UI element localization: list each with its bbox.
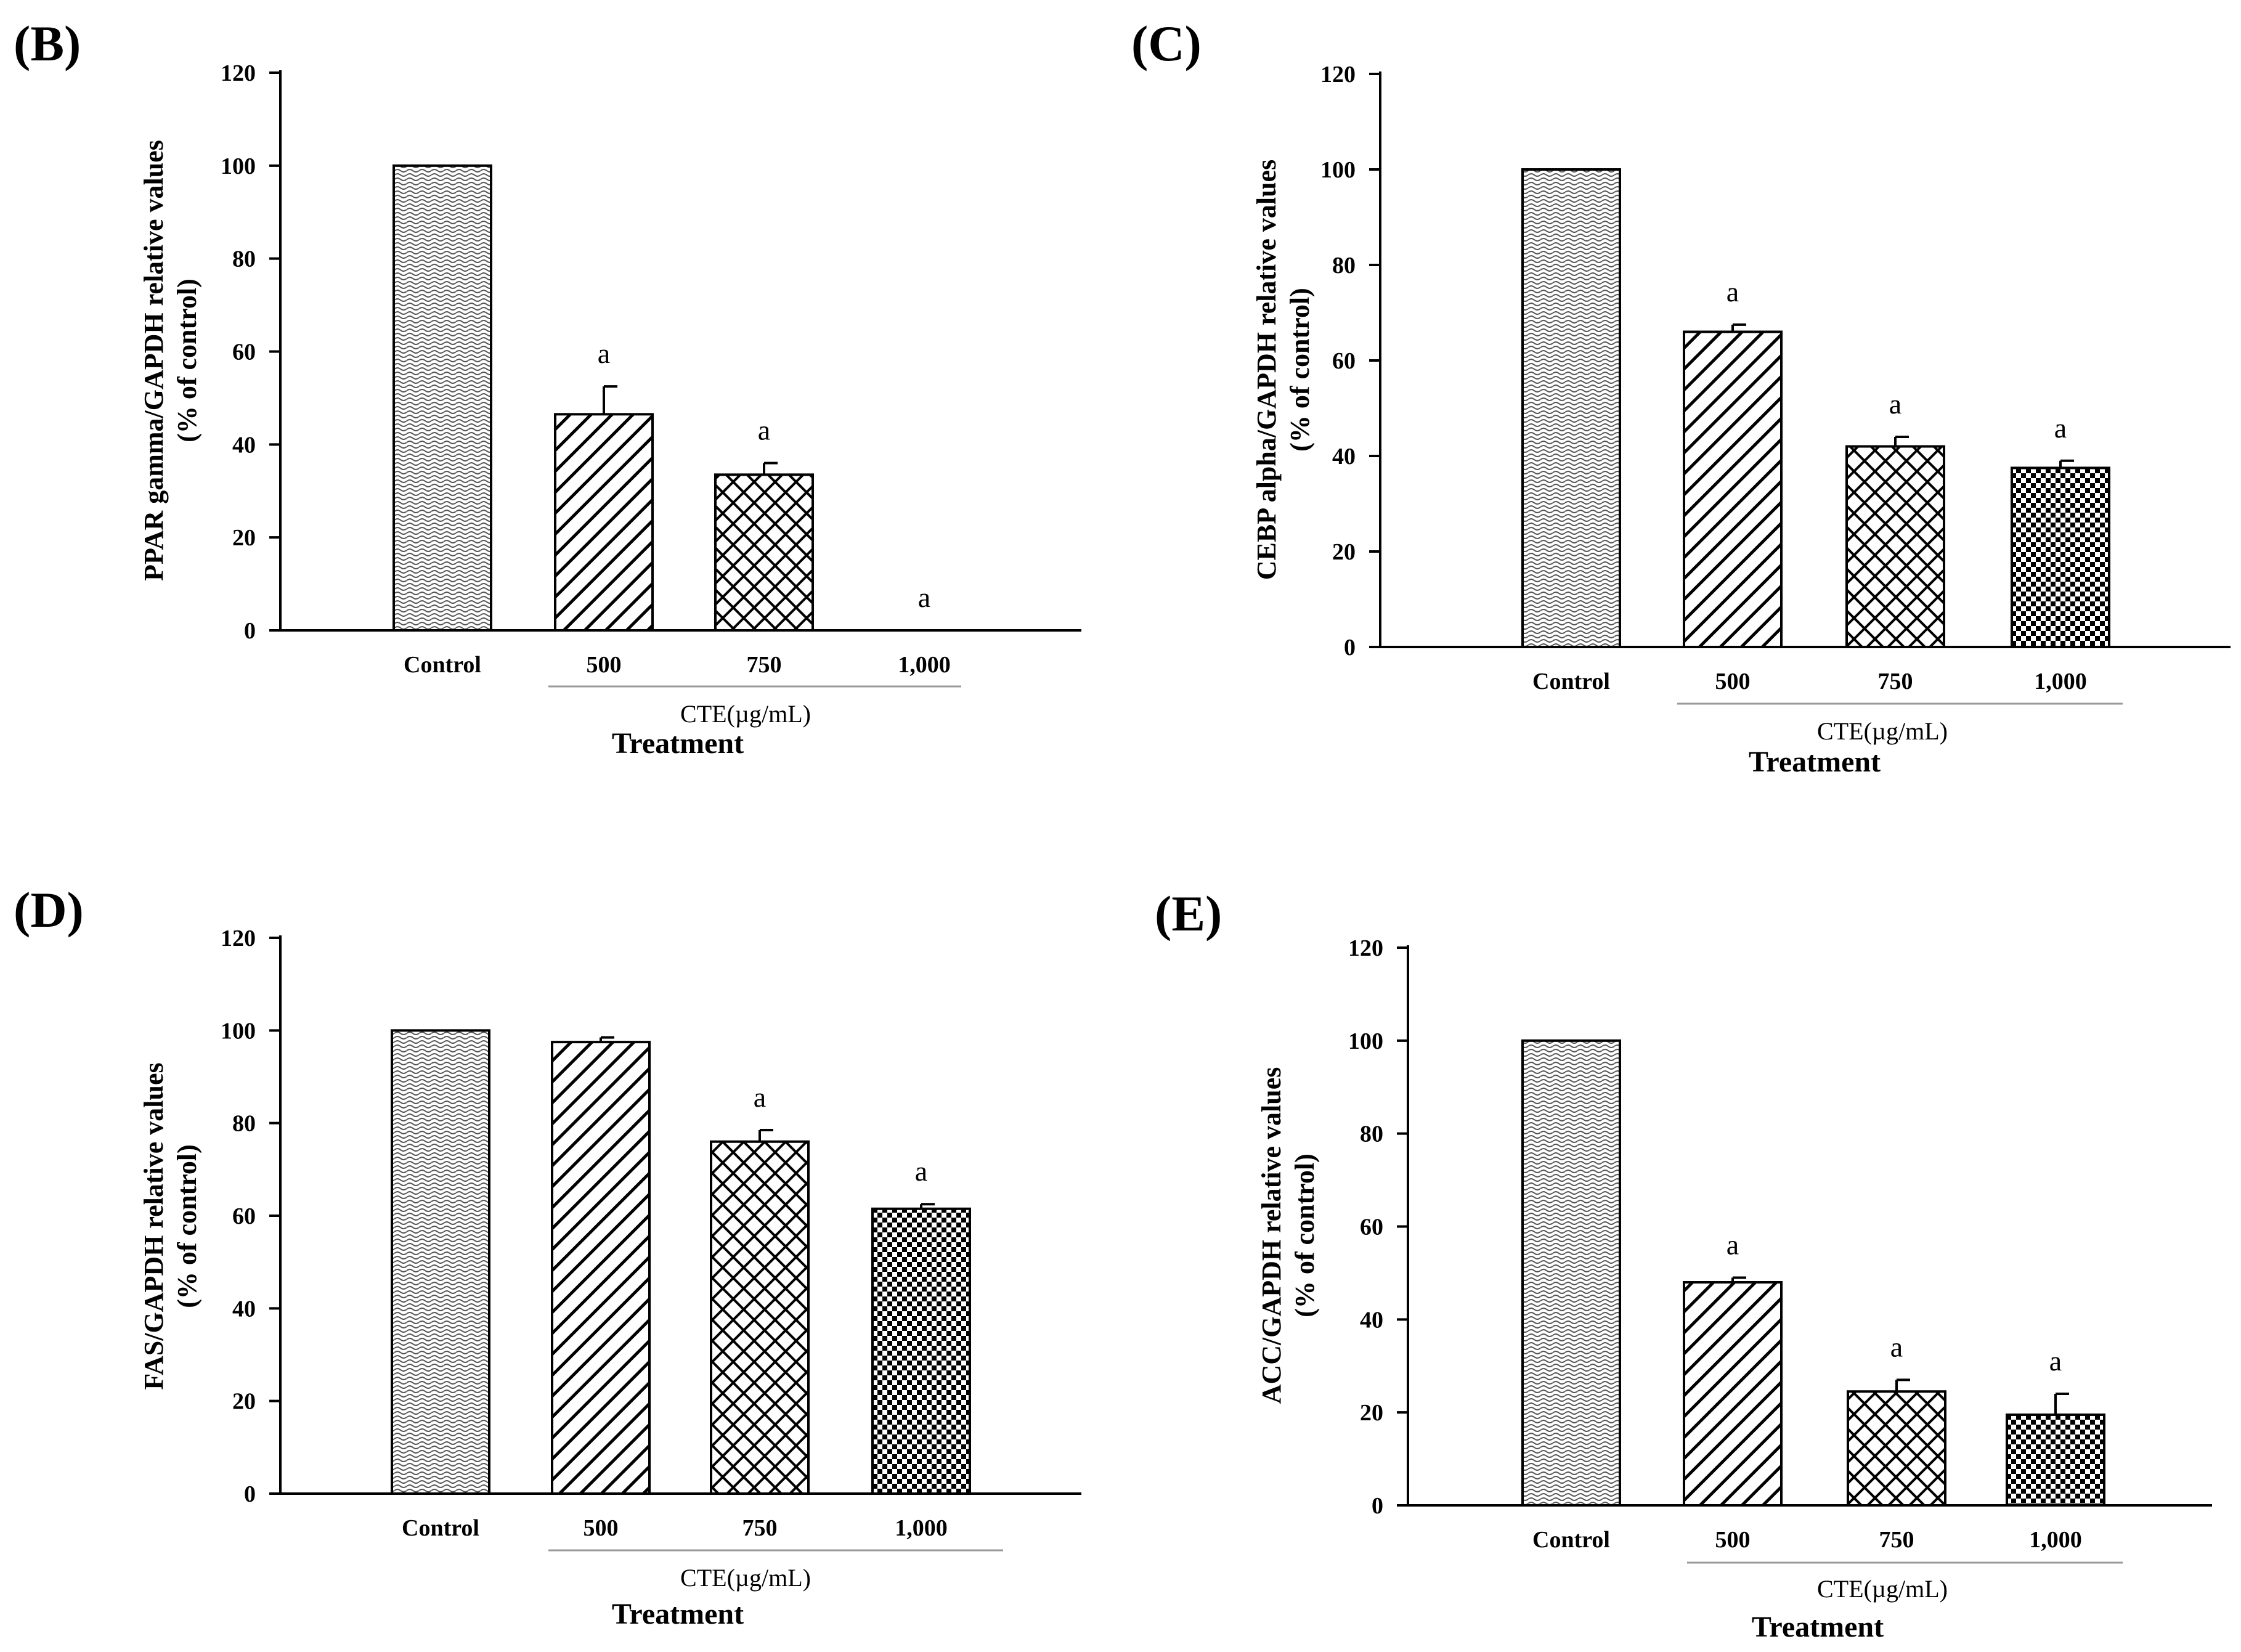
y-axis-title-line2: (% of control): [172, 1144, 202, 1308]
y-tick-label: 20: [1332, 539, 1356, 565]
x-tick-label: 500: [584, 1515, 619, 1541]
bar: [710, 1140, 810, 1495]
significance-label: a: [918, 582, 930, 613]
x-tick-label: 500: [587, 652, 622, 678]
x-axis-title: Treatment: [612, 727, 744, 760]
panel-label: (D): [14, 882, 84, 938]
significance-label: a: [2054, 412, 2067, 444]
panel-label: (B): [14, 15, 81, 71]
bar: [1521, 1039, 1621, 1507]
y-tick-label: 120: [221, 60, 256, 86]
significance-label: a: [1727, 276, 1739, 307]
y-tick-label: 0: [244, 1481, 256, 1507]
x-tick-label: 1,000: [895, 1515, 948, 1541]
y-axis-title-line1: PPAR gamma/GAPDH relative values: [139, 140, 169, 581]
bar: [392, 164, 492, 632]
y-tick-label: 60: [232, 340, 256, 365]
bar: [714, 473, 814, 632]
panel-label: (E): [1155, 885, 1222, 942]
significance-label: a: [754, 1081, 766, 1113]
y-tick-label: 40: [232, 432, 256, 458]
x-tick-label: 750: [1878, 669, 1913, 694]
bar: [2006, 1413, 2105, 1507]
x-axis-title: Treatment: [612, 1598, 744, 1630]
y-tick-label: 100: [221, 153, 256, 179]
y-tick-label: 0: [1372, 1493, 1383, 1519]
bar: [391, 1029, 490, 1495]
bar: [551, 1041, 651, 1495]
y-tick-label: 80: [1332, 253, 1356, 279]
significance-label: a: [758, 415, 770, 446]
x-tick-label: 750: [1879, 1527, 1914, 1553]
x-axis-title: Treatment: [1749, 746, 1881, 778]
bar: [1521, 168, 1621, 648]
bar: [1683, 330, 1783, 648]
bar: [871, 1207, 971, 1495]
significance-label: a: [1889, 388, 1901, 420]
x-tick-label: Control: [1532, 1527, 1610, 1553]
group-label: CTE(µg/mL): [1817, 1575, 1948, 1603]
x-tick-label: Control: [1532, 669, 1610, 694]
significance-label: a: [915, 1155, 927, 1187]
y-tick-label: 100: [1348, 1028, 1383, 1054]
group-label: CTE(µg/mL): [1817, 717, 1948, 745]
y-tick-label: 80: [232, 1111, 256, 1137]
y-tick-label: 80: [1360, 1121, 1383, 1147]
panel-label: (C): [1131, 15, 1202, 71]
y-tick-label: 120: [1320, 62, 1356, 87]
y-tick-label: 60: [1332, 348, 1356, 374]
y-axis-title-line1: ACC/GAPDH relative values: [1256, 1067, 1287, 1404]
significance-label: a: [2049, 1345, 2062, 1377]
y-tick-label: 0: [1344, 635, 1356, 661]
x-tick-label: Control: [404, 652, 481, 678]
y-tick-label: 100: [1320, 157, 1356, 183]
panel-c: (C) CEBP alpha/GAPDH relative values (% …: [1131, 15, 2231, 778]
y-tick-label: 60: [232, 1203, 256, 1229]
y-tick-label: 100: [221, 1018, 256, 1044]
y-tick-label: 120: [1348, 935, 1383, 961]
x-tick-label: 1,000: [2029, 1527, 2082, 1553]
bar: [1847, 1390, 1946, 1507]
y-axis-title-line2: (% of control): [172, 279, 202, 442]
x-tick-label: 500: [1715, 669, 1751, 694]
significance-label: a: [598, 338, 610, 369]
y-axis-title-line2: (% of control): [1290, 1154, 1320, 1317]
y-tick-label: 20: [232, 525, 256, 551]
y-tick-label: 80: [232, 246, 256, 272]
bar: [1683, 1281, 1783, 1507]
significance-label: a: [1727, 1229, 1739, 1260]
y-tick-label: 60: [1360, 1215, 1383, 1240]
y-tick-label: 40: [232, 1296, 256, 1322]
y-axis-title-line2: (% of control): [1285, 288, 1315, 452]
x-tick-label: 500: [1715, 1527, 1751, 1553]
x-tick-label: Control: [402, 1515, 479, 1541]
y-tick-label: 120: [221, 926, 256, 951]
panel-e: (E) ACC/GAPDH relative values (% of cont…: [1155, 885, 2212, 1643]
significance-label: a: [1890, 1331, 1903, 1362]
y-axis-title-line1: FAS/GAPDH relative values: [139, 1062, 169, 1390]
x-tick-label: 750: [747, 652, 782, 678]
group-label: CTE(µg/mL): [680, 700, 811, 728]
x-axis-title: Treatment: [1752, 1611, 1884, 1643]
y-tick-label: 40: [1360, 1307, 1383, 1333]
x-tick-label: 1,000: [898, 652, 951, 678]
y-tick-label: 40: [1332, 444, 1356, 470]
y-tick-label: 20: [232, 1389, 256, 1415]
y-tick-label: 0: [244, 618, 256, 644]
x-tick-label: 750: [742, 1515, 778, 1541]
panel-b: (B) PPAR gamma/GAPDH relative values (% …: [14, 15, 1081, 760]
y-tick-label: 20: [1360, 1400, 1383, 1426]
x-tick-label: 1,000: [2034, 669, 2087, 694]
y-axis-title-line1: CEBP alpha/GAPDH relative values: [1251, 160, 1282, 580]
group-label: CTE(µg/mL): [680, 1564, 811, 1592]
panel-d: (D) FAS/GAPDH relative values (% of cont…: [14, 882, 1081, 1630]
bar: [2011, 466, 2110, 648]
bar: [554, 413, 654, 632]
bar: [1845, 445, 1945, 648]
